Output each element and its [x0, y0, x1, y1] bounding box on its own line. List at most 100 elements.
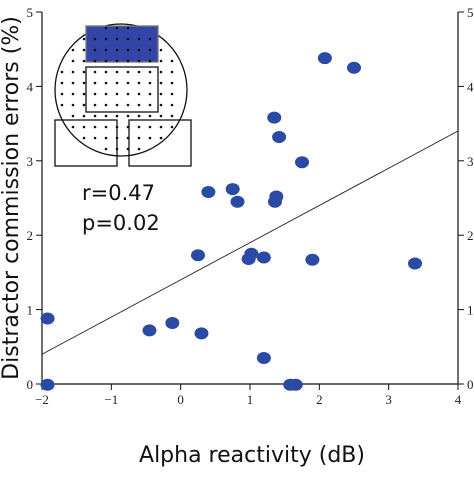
data-point: [257, 252, 271, 264]
data-point: [201, 186, 215, 198]
electrode-dot: [171, 71, 174, 74]
y-tick-label-right: 3: [467, 154, 474, 169]
electrode-dot: [105, 148, 108, 151]
inset-electrode-diagram: [55, 24, 191, 166]
electrode-dot: [61, 93, 64, 96]
electrode-dot: [138, 126, 141, 129]
electrode-dot: [127, 148, 130, 151]
y-tick-label: 4: [27, 79, 34, 94]
data-point: [226, 183, 240, 195]
electrode-dot: [160, 49, 163, 52]
electrode-dot: [116, 82, 119, 85]
data-point: [269, 191, 283, 203]
electrode-dot: [127, 71, 130, 74]
electrode-dot: [160, 126, 163, 129]
electrode-dot: [105, 93, 108, 96]
electrode-dot: [171, 115, 174, 118]
y-tick-label-right: 4: [467, 79, 474, 94]
electrode-dot: [116, 104, 119, 107]
electrode-dot: [83, 126, 86, 129]
electrode-dot: [171, 60, 174, 63]
electrode-dot: [94, 60, 97, 63]
electrode-dot: [116, 115, 119, 118]
roi-box-central: [86, 67, 158, 112]
electrode-dot: [83, 82, 86, 85]
electrode-dot: [105, 126, 108, 129]
y-tick-label: 1: [27, 303, 34, 318]
x-tick-label: 1: [247, 392, 254, 407]
electrode-dot: [94, 115, 97, 118]
electrode-dot: [160, 71, 163, 74]
electrode-dot: [171, 126, 174, 129]
electrode-dot: [138, 93, 141, 96]
electrode-dot: [61, 104, 64, 107]
electrode-dot: [127, 27, 130, 30]
y-tick-label: 0: [27, 377, 34, 392]
electrode-dot: [116, 60, 119, 63]
electrode-dot: [72, 60, 75, 63]
electrode-dot: [61, 71, 64, 74]
electrode-dot: [149, 126, 152, 129]
electrode-dot: [94, 137, 97, 140]
electrode-dot: [83, 115, 86, 118]
electrode-dot: [116, 49, 119, 52]
electrode-dot: [127, 49, 130, 52]
electrode-dot: [138, 137, 141, 140]
electrode-dot: [83, 49, 86, 52]
electrode-dot: [138, 115, 141, 118]
data-point: [289, 379, 303, 391]
y-tick-label-right: 0: [467, 377, 474, 392]
data-point: [347, 62, 361, 74]
stat-p: p=0.02: [82, 211, 160, 235]
electrode-dot: [149, 60, 152, 63]
electrode-dot: [160, 104, 163, 107]
electrode-dot: [127, 82, 130, 85]
electrode-dot: [138, 104, 141, 107]
electrode-dot: [83, 38, 86, 41]
x-tick-label: 3: [385, 392, 392, 407]
data-point: [295, 156, 309, 168]
electrode-dot: [149, 93, 152, 96]
electrode-dot: [138, 38, 141, 41]
electrode-dot: [149, 82, 152, 85]
electrode-dot: [72, 93, 75, 96]
electrode-dot: [149, 49, 152, 52]
electrode-dot: [160, 93, 163, 96]
electrode-dot: [72, 104, 75, 107]
electrode-dot: [127, 60, 130, 63]
electrode-dot: [138, 49, 141, 52]
electrode-dot: [116, 27, 119, 30]
y-tick-label: 3: [27, 154, 34, 169]
electrode-dot: [94, 71, 97, 74]
electrode-dot: [127, 126, 130, 129]
electrode-dot: [94, 126, 97, 129]
y-tick-label-right: 2: [467, 228, 474, 243]
electrode-dot: [138, 60, 141, 63]
electrode-dot: [149, 137, 152, 140]
data-point: [244, 248, 258, 260]
electrode-dot: [160, 60, 163, 63]
electrode-dot: [61, 82, 64, 85]
x-axis-label: Alpha reactivity (dB): [139, 443, 365, 468]
roi-box-left-posterior: [55, 120, 117, 166]
electrode-dot: [160, 137, 163, 140]
electrode-dot: [105, 82, 108, 85]
data-point: [41, 313, 55, 325]
data-point: [318, 52, 332, 64]
y-tick-label-right: 1: [467, 303, 474, 318]
electrode-dot: [105, 60, 108, 63]
electrode-dot: [138, 71, 141, 74]
data-point: [191, 249, 205, 261]
electrode-dot: [72, 82, 75, 85]
data-point: [257, 352, 271, 364]
data-point: [41, 379, 55, 391]
electrode-dot: [83, 60, 86, 63]
electrode-dot: [149, 38, 152, 41]
electrode-dot: [149, 115, 152, 118]
y-tick-label: 2: [27, 228, 34, 243]
data-point: [267, 112, 281, 124]
electrode-dot: [94, 93, 97, 96]
